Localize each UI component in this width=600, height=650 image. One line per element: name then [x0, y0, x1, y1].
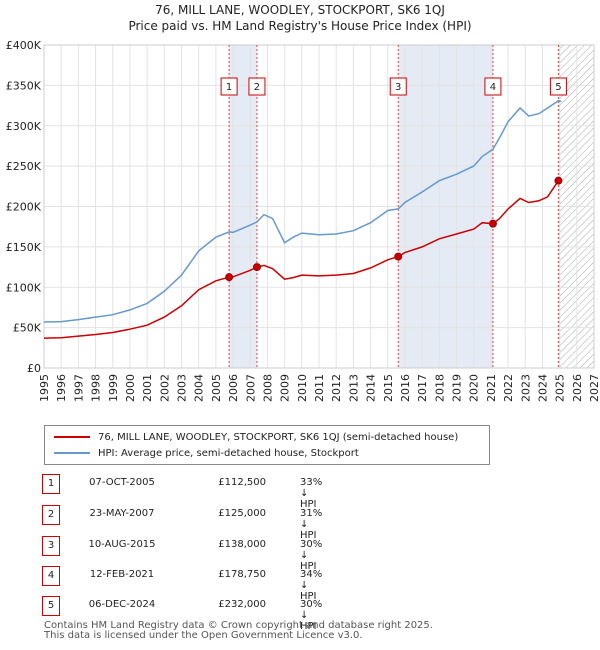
hpi-series-line	[43, 99, 562, 323]
sale-label-number: 3	[395, 82, 401, 93]
sale-label-number: 2	[254, 82, 260, 93]
sale-price: £178,750	[218, 569, 266, 580]
x-tick-label: 2005	[210, 374, 223, 402]
legend-swatch-hpi	[54, 452, 90, 454]
x-tick-label: 2016	[399, 374, 412, 402]
y-tick-label: £150K	[6, 241, 42, 254]
sale-number-badge: 3	[42, 536, 60, 556]
legend-swatch-property	[54, 436, 90, 438]
sale-label-box	[248, 77, 266, 96]
sale-label-number: 4	[490, 82, 496, 93]
x-tick-label: 1995	[38, 374, 51, 402]
y-tick-label: £50K	[13, 322, 42, 335]
sale-date: 12-FEB-2021	[89, 569, 155, 580]
x-tick-label: 2026	[571, 374, 584, 402]
x-tick-label: 2012	[330, 374, 343, 402]
legend-item-property: 76, MILL LANE, WOODLEY, STOCKPORT, SK6 1…	[45, 429, 458, 445]
sale-price: £138,000	[218, 539, 266, 550]
chart-title: 76, MILL LANE, WOODLEY, STOCKPORT, SK6 1…	[155, 3, 445, 17]
sale-number-badge: 1	[42, 474, 60, 494]
legend-item-hpi: HPI: Average price, semi-detached house,…	[45, 445, 359, 461]
x-tick-label: 1998	[90, 374, 103, 402]
x-tick-label: 2004	[193, 374, 206, 402]
x-tick-label: 2006	[227, 374, 240, 402]
x-tick-label: 2024	[536, 374, 549, 402]
sale-hpi-diff: 34% ↓ HPI	[300, 569, 323, 602]
sale-point	[225, 273, 234, 282]
x-tick-label: 2013	[347, 374, 360, 402]
x-tick-label: 2020	[468, 374, 481, 402]
sale-label-box	[220, 77, 238, 96]
sale-price: £232,000	[218, 599, 266, 610]
x-tick-label: 2027	[588, 374, 600, 402]
footer-licence: This data is licensed under the Open Gov…	[44, 630, 363, 641]
legend-label-property: 76, MILL LANE, WOODLEY, STOCKPORT, SK6 1…	[98, 431, 459, 443]
x-tick-label: 2010	[296, 374, 309, 402]
chart-subtitle: Price paid vs. HM Land Registry's House …	[128, 19, 472, 33]
y-tick-label: £100K	[6, 281, 42, 294]
y-tick-label: £350K	[6, 79, 42, 92]
property-series-line	[43, 179, 562, 339]
x-tick-label: 2000	[124, 374, 137, 402]
sale-date: 06-DEC-2024	[88, 599, 156, 610]
sale-hpi-diff: 31% ↓ HPI	[300, 508, 323, 541]
x-tick-label: 1999	[107, 374, 120, 402]
x-tick-label: 2007	[244, 374, 257, 402]
y-tick-label: £0	[27, 362, 41, 375]
y-tick-label: £400K	[6, 39, 42, 52]
sale-date: 07-OCT-2005	[89, 477, 155, 488]
sale-label-box	[389, 77, 407, 96]
sale-price: £125,000	[218, 508, 266, 519]
x-tick-label: 2002	[158, 374, 171, 402]
x-tick-label: 2011	[313, 374, 326, 402]
sale-point	[488, 219, 497, 228]
y-tick-label: £300K	[6, 120, 42, 133]
x-tick-label: 2018	[433, 374, 446, 402]
x-tick-label: 2022	[502, 374, 515, 402]
sale-label-box	[484, 77, 502, 96]
chart-legend: 76, MILL LANE, WOODLEY, STOCKPORT, SK6 1…	[44, 425, 490, 465]
plot-frame	[43, 44, 595, 369]
x-tick-label: 2023	[519, 374, 532, 402]
sale-label-number: 1	[226, 82, 232, 93]
sale-point	[252, 263, 261, 272]
sale-date: 10-AUG-2015	[88, 539, 156, 550]
sale-hpi-diff: 30% ↓ HPI	[300, 599, 323, 632]
x-tick-label: 1997	[72, 374, 85, 402]
x-tick-label: 1996	[55, 374, 68, 402]
y-tick-label: £200K	[6, 201, 42, 214]
sale-number-badge: 4	[42, 566, 60, 586]
legend-label-hpi: HPI: Average price, semi-detached house,…	[98, 447, 359, 459]
sale-price: £112,500	[218, 477, 266, 488]
sale-label-box	[549, 77, 567, 96]
x-tick-label: 2009	[279, 374, 292, 402]
sale-hpi-diff: 33% ↓ HPI	[300, 477, 323, 510]
x-tick-label: 2019	[451, 374, 464, 402]
sale-point	[394, 252, 403, 261]
sale-number-badge: 5	[42, 596, 60, 616]
sale-label-number: 5	[555, 82, 561, 93]
x-tick-label: 2003	[176, 374, 189, 402]
sale-hpi-diff: 30% ↓ HPI	[300, 539, 323, 572]
x-tick-label: 2017	[416, 374, 429, 402]
x-tick-label: 2014	[365, 374, 378, 402]
footer-copyright: Contains HM Land Registry data © Crown c…	[44, 620, 433, 631]
y-tick-label: £250K	[6, 160, 42, 173]
x-tick-label: 2008	[261, 374, 274, 402]
sale-number-badge: 2	[42, 505, 60, 525]
x-tick-label: 2001	[141, 374, 154, 402]
x-tick-label: 2025	[554, 374, 567, 402]
sale-point	[554, 176, 563, 185]
sale-date: 23-MAY-2007	[89, 508, 155, 519]
price-chart: £0 £50K £100K £150K £200K £250K £300K £350K £400…	[6, 39, 600, 402]
x-tick-label: 2015	[382, 374, 395, 402]
x-tick-label: 2021	[485, 374, 498, 402]
